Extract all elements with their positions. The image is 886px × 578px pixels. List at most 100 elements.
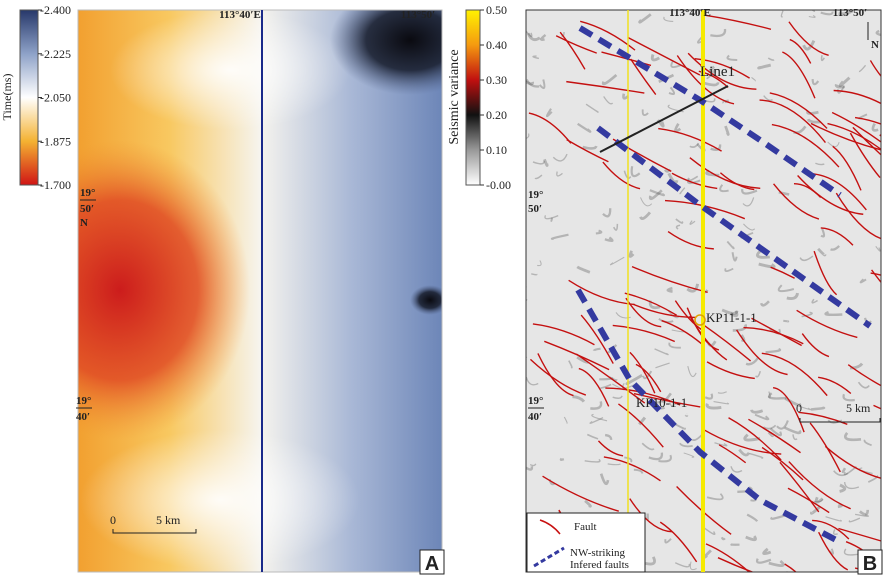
fault	[809, 422, 841, 473]
shade	[628, 250, 635, 258]
time-colorbar	[19, 9, 39, 186]
lat-min: 40′	[76, 411, 90, 423]
panel-label: A	[425, 553, 439, 575]
colorbar-tick-label: -2.400	[40, 3, 71, 17]
shade	[792, 434, 798, 441]
shade	[749, 452, 764, 459]
fault	[618, 403, 664, 448]
fault	[782, 51, 816, 99]
shade	[784, 426, 802, 435]
shade	[720, 536, 726, 541]
shade	[857, 381, 870, 389]
shade	[780, 10, 784, 18]
shade	[679, 442, 693, 448]
fault	[751, 317, 802, 347]
fault	[797, 175, 864, 215]
shade	[539, 33, 547, 41]
shade	[783, 319, 790, 323]
fault	[835, 192, 881, 240]
fault	[743, 326, 804, 345]
shade	[591, 413, 608, 422]
colorbar-label: Time(ms)	[0, 74, 14, 121]
shade	[526, 376, 539, 386]
shade	[741, 188, 758, 195]
fault	[630, 58, 657, 95]
shade	[811, 78, 820, 86]
fault	[761, 446, 804, 481]
shade	[688, 175, 699, 182]
shade	[806, 118, 821, 124]
north-label: N	[871, 39, 879, 51]
shade	[838, 10, 854, 16]
fault	[798, 411, 848, 425]
shade	[604, 433, 613, 440]
shade	[875, 246, 881, 252]
shade	[595, 229, 603, 235]
fault	[544, 340, 610, 371]
shade	[655, 362, 670, 369]
shade	[755, 558, 772, 564]
fault-network	[526, 10, 881, 572]
fault	[667, 231, 714, 250]
fault	[629, 498, 672, 533]
fault	[555, 35, 597, 54]
shade	[743, 433, 761, 442]
fault	[728, 417, 782, 461]
shade	[731, 252, 738, 262]
shade	[639, 211, 652, 220]
shade	[649, 189, 666, 197]
shade	[767, 431, 774, 438]
shade	[738, 448, 751, 457]
shade	[815, 162, 825, 166]
shade	[841, 467, 846, 474]
shade	[754, 413, 770, 421]
colorbar-tick-label: 0.30	[486, 73, 507, 87]
shade	[859, 509, 870, 516]
shade	[770, 514, 787, 520]
lat-deg: 19°	[528, 395, 543, 407]
shade	[526, 32, 541, 42]
shade	[802, 40, 816, 51]
shade	[592, 347, 601, 352]
shade	[721, 308, 739, 315]
fault	[603, 456, 661, 482]
shade	[556, 171, 563, 177]
shade	[645, 556, 656, 566]
shade	[648, 189, 663, 201]
legend-label: NW-striking	[570, 547, 625, 559]
shade	[833, 470, 849, 477]
shade	[837, 503, 843, 509]
fault	[748, 418, 801, 454]
shade	[526, 29, 533, 38]
shade	[839, 483, 847, 493]
fault	[635, 363, 662, 393]
colorbar-tick-label: 0.20	[486, 108, 507, 122]
scale-end: 5 km	[846, 401, 871, 415]
shade	[767, 391, 771, 399]
lat-deg: 19°	[76, 395, 91, 407]
shade	[763, 424, 777, 430]
shade	[686, 283, 700, 293]
colorbar-tick-label: 0.40	[486, 38, 507, 52]
shade	[572, 395, 586, 403]
shade	[602, 208, 612, 218]
shade	[679, 187, 686, 195]
shade	[843, 548, 860, 556]
shade	[642, 370, 653, 380]
shade	[706, 493, 724, 501]
shade	[532, 55, 540, 60]
fault	[578, 367, 610, 407]
shade	[670, 60, 682, 69]
fault	[770, 266, 795, 279]
fault	[854, 116, 881, 125]
fault	[627, 36, 701, 76]
shade	[689, 561, 697, 571]
fault	[832, 145, 862, 191]
fault	[689, 157, 761, 189]
shade	[585, 103, 599, 113]
shade	[675, 218, 684, 224]
shade	[814, 496, 824, 504]
shade	[674, 122, 682, 133]
shade	[858, 64, 867, 73]
shade	[609, 256, 625, 266]
